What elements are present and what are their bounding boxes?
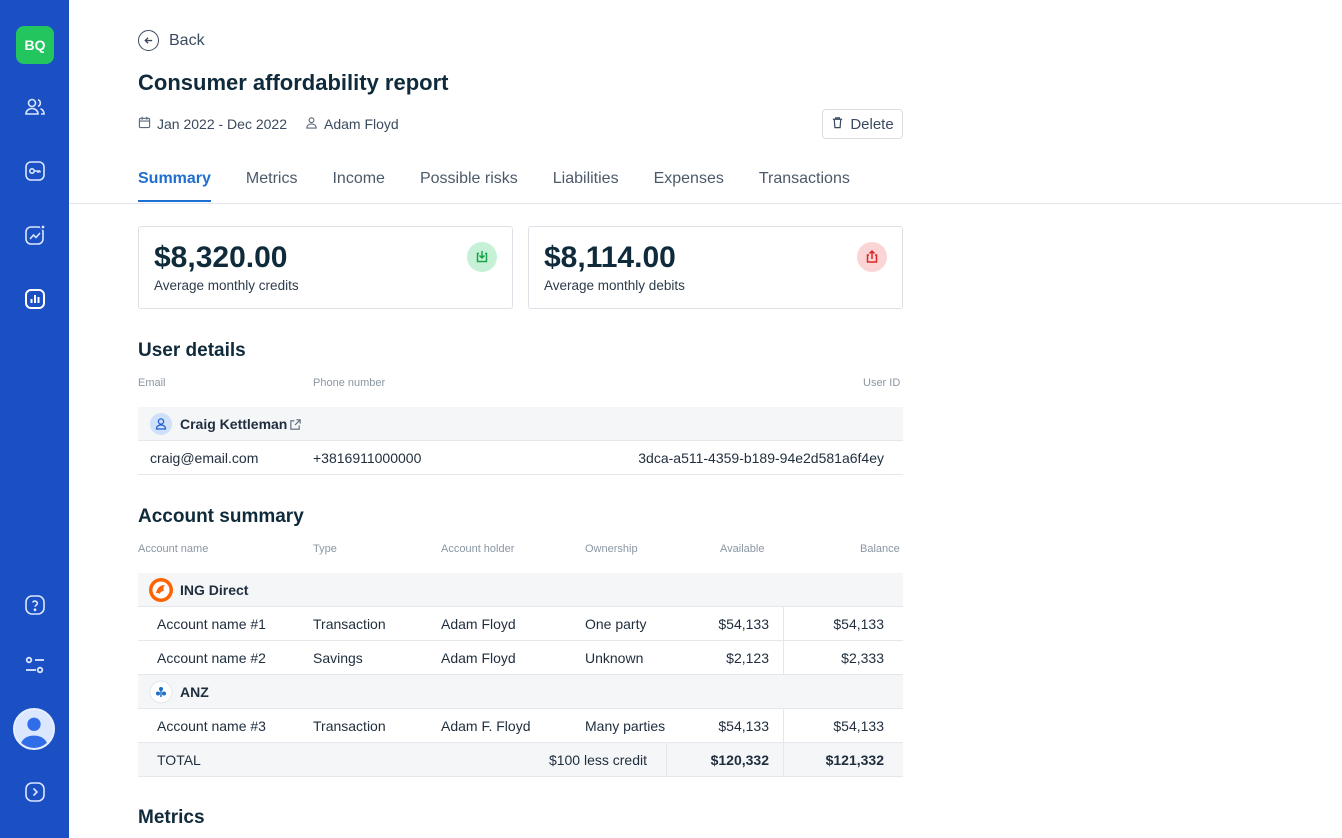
account-available: $54,133 — [718, 616, 769, 632]
calendar-icon — [138, 116, 151, 132]
user-email: craig@email.com — [150, 450, 259, 466]
user-name-row: Craig Kettleman — [138, 407, 903, 441]
app-logo[interactable]: BQ — [16, 26, 54, 64]
date-range: Jan 2022 - Dec 2022 — [157, 116, 287, 132]
account-available: $54,133 — [718, 718, 769, 734]
credits-card: $8,320.00 Average monthly credits — [138, 226, 513, 309]
account-name-header: Account name — [138, 543, 209, 555]
table-row[interactable]: Account name #3 Transaction Adam F. Floy… — [138, 709, 903, 743]
tab-summary[interactable]: Summary — [138, 170, 211, 202]
column-divider — [783, 641, 784, 675]
account-name: Account name #3 — [157, 718, 266, 734]
total-available: $120,332 — [710, 752, 769, 768]
report-meta: Jan 2022 - Dec 2022 Adam Floyd — [138, 116, 399, 132]
account-available: $2,123 — [726, 650, 769, 666]
arrow-left-icon — [138, 30, 159, 51]
trend-icon[interactable] — [21, 221, 49, 249]
delete-button[interactable]: Delete — [822, 109, 903, 139]
tabs-divider — [69, 203, 1342, 204]
back-button[interactable]: Back — [138, 30, 205, 51]
balance-header: Balance — [860, 543, 900, 555]
ing-logo-icon — [149, 573, 173, 607]
account-holder: Adam Floyd — [441, 650, 516, 666]
account-ownership: Many parties — [585, 718, 666, 734]
column-divider — [783, 607, 784, 641]
expand-icon[interactable] — [21, 778, 49, 806]
users-icon[interactable] — [21, 93, 49, 121]
account-type: Transaction — [313, 616, 386, 632]
page-title: Consumer affordability report — [138, 70, 449, 95]
account-type: Transaction — [313, 718, 386, 734]
download-icon — [467, 242, 497, 272]
external-link-icon[interactable] — [289, 407, 302, 441]
type-header: Type — [313, 543, 337, 555]
account-balance: $54,133 — [833, 616, 884, 632]
holder-header: Account holder — [441, 543, 515, 555]
report-owner: Adam Floyd — [323, 116, 399, 132]
report-tabs: Summary Metrics Income Possible risks Li… — [138, 170, 885, 202]
ownership-header: Ownership — [585, 543, 638, 555]
account-type: Savings — [313, 650, 363, 666]
delete-label: Delete — [850, 115, 894, 133]
total-note: $100 less credit — [548, 752, 647, 768]
user-id-header: User ID — [863, 377, 901, 389]
tab-transactions[interactable]: Transactions — [758, 170, 850, 187]
debits-amount: $8,114.00 — [544, 241, 676, 274]
settings-icon[interactable] — [21, 651, 49, 679]
debits-card: $8,114.00 Average monthly debits — [528, 226, 903, 309]
account-holder: Adam F. Floyd — [441, 718, 531, 734]
anz-logo-icon — [149, 675, 173, 709]
total-row: TOTAL $100 less credit $120,332 $121,332 — [138, 743, 903, 777]
main-content: Back Consumer affordability report Jan 2… — [69, 0, 1342, 838]
account-name: Account name #2 — [157, 650, 266, 666]
trash-icon — [831, 116, 844, 133]
bank-row-ing: ING Direct — [138, 573, 903, 607]
back-label: Back — [169, 31, 205, 49]
available-header: Available — [720, 543, 765, 555]
sidebar: BQ — [0, 0, 69, 838]
account-name: Account name #1 — [157, 616, 266, 632]
bank-name: ING Direct — [180, 582, 249, 598]
tab-expenses[interactable]: Expenses — [653, 170, 724, 187]
email-header: Email — [138, 377, 166, 389]
debits-label: Average monthly debits — [544, 278, 685, 293]
person-icon — [305, 116, 318, 132]
tab-possible-risks[interactable]: Possible risks — [419, 170, 518, 187]
phone-header: Phone number — [313, 377, 386, 389]
account-holder: Adam Floyd — [441, 616, 516, 632]
account-balance: $54,133 — [833, 718, 884, 734]
column-divider — [783, 709, 784, 743]
total-label: TOTAL — [157, 752, 201, 768]
user-info-row: craig@email.com +3816911000000 3dca-a511… — [138, 441, 903, 475]
credits-amount: $8,320.00 — [154, 241, 288, 274]
bank-name: ANZ — [180, 684, 209, 700]
user-avatar[interactable] — [13, 708, 55, 750]
bar-chart-icon[interactable] — [21, 285, 49, 313]
account-ownership: Unknown — [585, 650, 644, 666]
column-divider — [783, 743, 784, 777]
table-row[interactable]: Account name #1 Transaction Adam Floyd O… — [138, 607, 903, 641]
user-id: 3dca-a511-4359-b189-94e2d581a6f4ey — [638, 450, 884, 466]
user-details-title: User details — [138, 340, 246, 361]
total-balance: $121,332 — [825, 752, 884, 768]
user-avatar-icon — [150, 407, 172, 441]
help-icon[interactable] — [21, 591, 49, 619]
table-row[interactable]: Account name #2 Savings Adam Floyd Unkno… — [138, 641, 903, 675]
account-ownership: One party — [585, 616, 647, 632]
tab-liabilities[interactable]: Liabilities — [552, 170, 619, 187]
user-phone: +3816911000000 — [313, 450, 422, 466]
tab-metrics[interactable]: Metrics — [245, 170, 298, 187]
key-icon[interactable] — [21, 157, 49, 185]
column-divider — [666, 743, 667, 777]
upload-icon — [857, 242, 887, 272]
metrics-title: Metrics — [138, 807, 205, 828]
account-summary-title: Account summary — [138, 506, 304, 527]
account-balance: $2,333 — [841, 650, 884, 666]
tab-income[interactable]: Income — [332, 170, 385, 187]
bank-row-anz: ANZ — [138, 675, 903, 709]
credits-label: Average monthly credits — [154, 278, 299, 293]
user-name: Craig Kettleman — [180, 416, 288, 432]
